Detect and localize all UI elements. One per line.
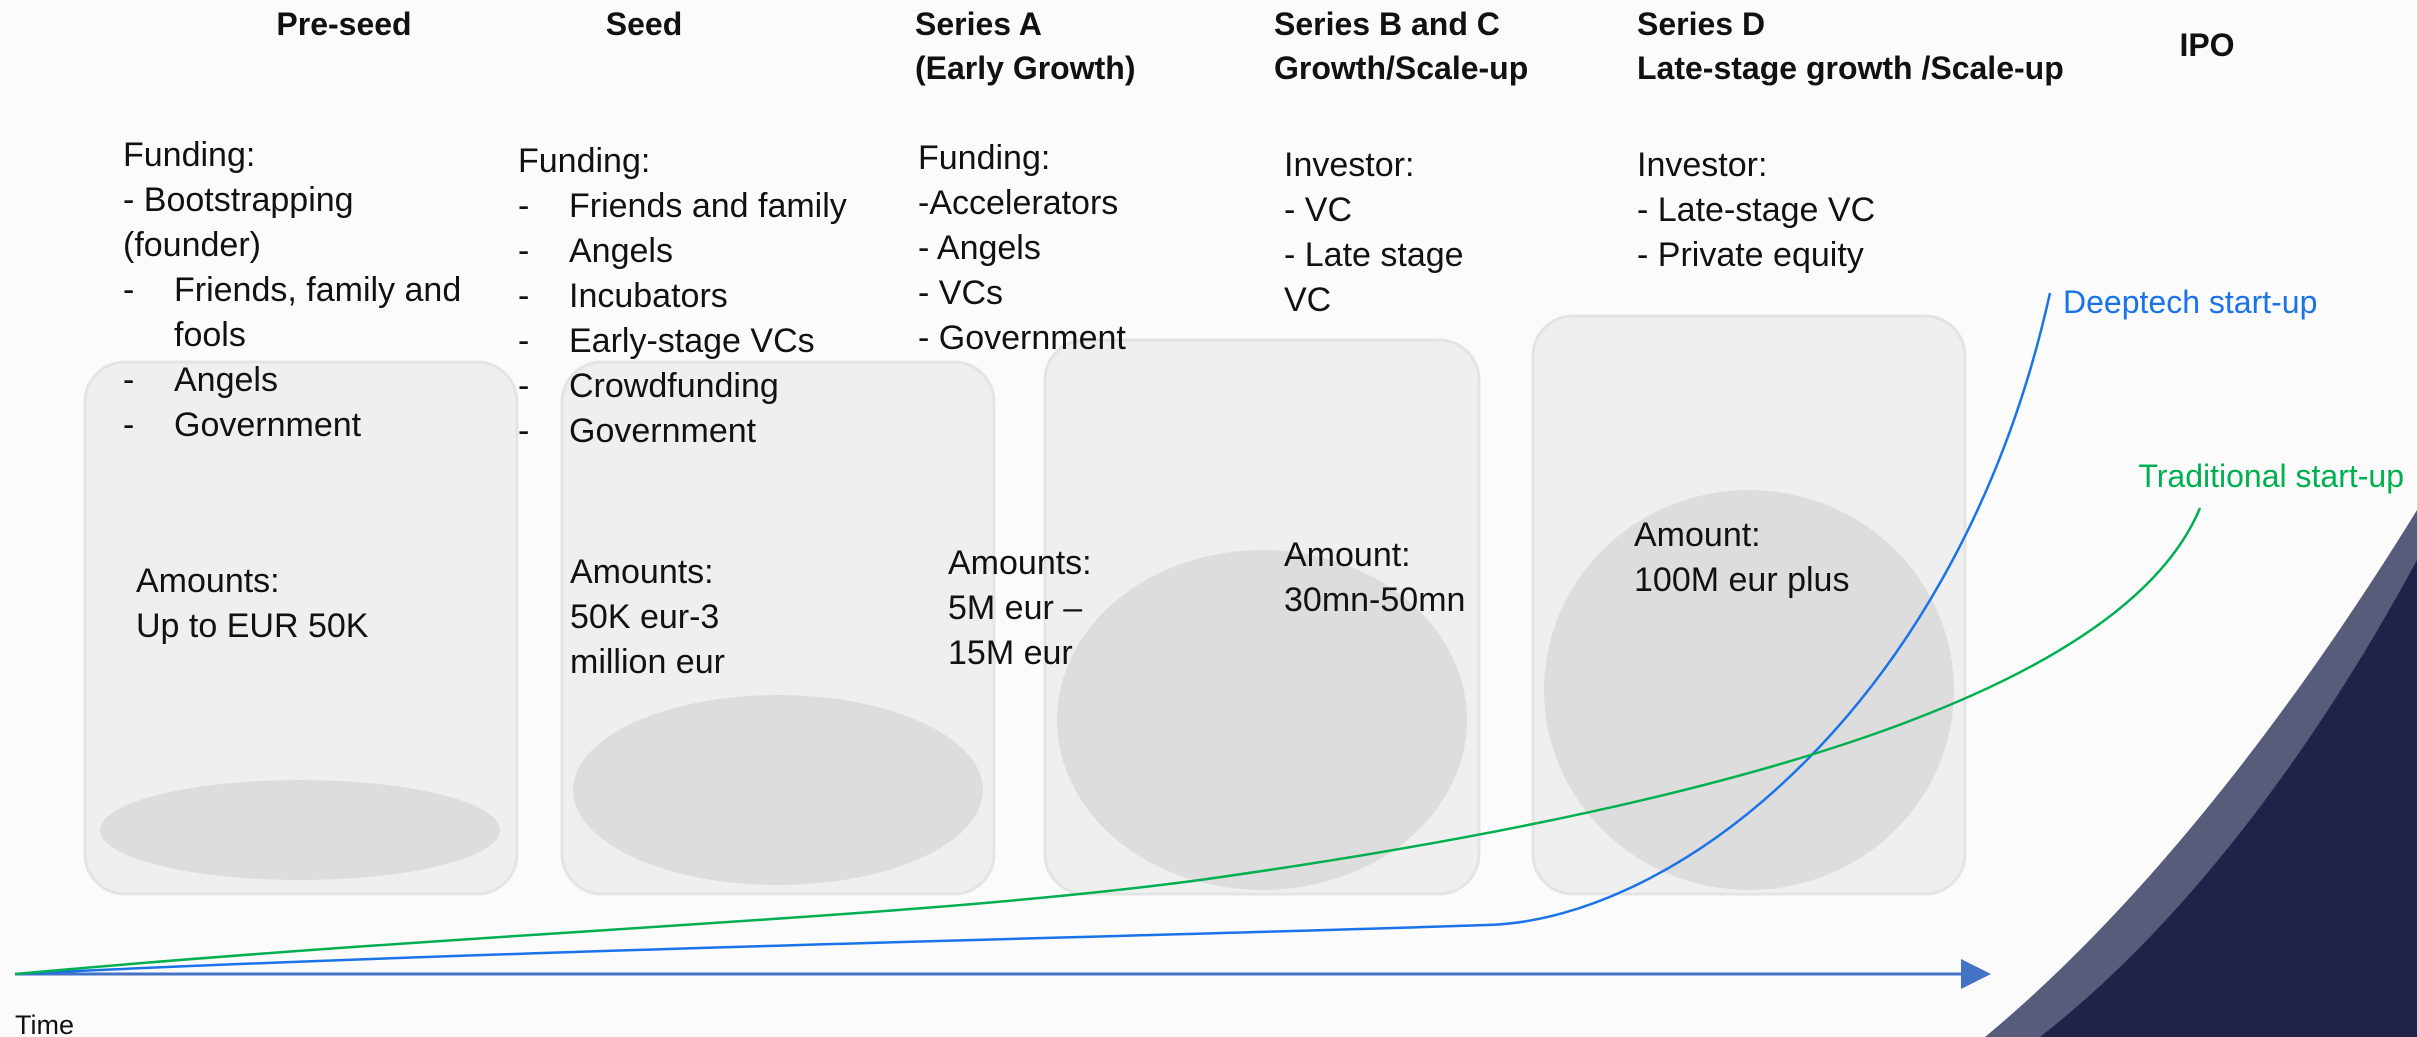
bullet: - [518, 367, 530, 405]
item-text: Angels [174, 361, 278, 399]
funding-item: - Late stage [1284, 236, 1464, 274]
item-text: Friends and family [569, 187, 847, 225]
title-line: Seed [605, 6, 683, 42]
funding-item: - Incubators [518, 274, 878, 319]
bullet: - [518, 232, 530, 270]
funding-item: - Late-stage VC [1637, 191, 1876, 229]
title-line: Pre-seed [276, 6, 412, 42]
funding-block: Funding: - Bootstrapping (founder) - Friends… [123, 133, 473, 448]
deeptech-curve [14, 292, 2052, 976]
bullet: - [123, 361, 135, 399]
amount-line: Amounts: [136, 562, 280, 600]
title-line: Series B and C [1274, 6, 1500, 42]
item-text: Friends, family and fools [174, 271, 462, 354]
amount-block: Amount: 30mn-50mn [1284, 533, 1465, 623]
item-text: Government [174, 406, 362, 444]
traditional-curve [14, 507, 2202, 976]
funding-item: - Friends, family and fools [123, 268, 473, 358]
funding-item: - Government [123, 403, 473, 448]
item-text: Crowdfunding [569, 367, 779, 405]
amount-block: Amounts: 50K eur-3 million eur [570, 550, 725, 685]
amount-line: Amount: [1284, 536, 1411, 574]
amount-line: Up to EUR 50K [136, 607, 369, 645]
funding-item: - Friends and family [518, 184, 878, 229]
amount-block: Amounts: Up to EUR 50K [136, 559, 368, 649]
funding-heading: Funding: [918, 139, 1051, 177]
amount-line: Amounts: [948, 544, 1092, 582]
funding-item: -Accelerators [918, 184, 1119, 222]
amount-line: 5M eur – [948, 589, 1083, 627]
item-text: Angels [569, 232, 673, 270]
funding-heading: Investor: [1637, 146, 1768, 184]
title-line: Series D [1637, 6, 1766, 42]
bullet: - [518, 277, 530, 315]
title-line: Growth/Scale-up [1274, 50, 1529, 86]
curve-label: Deeptech start-up [2063, 284, 2318, 320]
stage-title: IPO [2007, 23, 2407, 67]
funding-heading: Funding: [518, 142, 651, 180]
item-text: Early-stage VCs [569, 322, 815, 360]
amount-line: 15M eur [948, 634, 1073, 672]
stage-title: Series B and C Growth/Scale-up [1274, 2, 1528, 90]
funding-item: - Bootstrapping [123, 181, 354, 219]
funding-heading: Investor: [1284, 146, 1415, 184]
coins [100, 490, 1954, 890]
amount-line: Amounts: [570, 553, 714, 591]
amount-line: Amount: [1634, 516, 1761, 554]
funding-block: Investor: - VC - Late stage VC [1284, 143, 1544, 323]
item-text: Government [569, 412, 757, 450]
funding-item: - Government [518, 409, 878, 454]
amount-line: 50K eur-3 [570, 598, 720, 636]
stage-title: Series A (Early Growth) [915, 2, 1135, 90]
title-line: Series A [915, 6, 1042, 42]
item-text: Incubators [569, 277, 728, 315]
funding-item: - Early-stage VCs [518, 319, 878, 364]
funding-item: - Private equity [1637, 236, 1864, 274]
funding-block: Investor: - Late-stage VC - Private equity [1637, 143, 1957, 278]
amount-line: million eur [570, 643, 725, 681]
bullet: - [518, 322, 530, 360]
funding-item: - VCs [918, 274, 1003, 312]
corner-shape [2040, 560, 2417, 1037]
curve-label: Traditional start-up [2138, 458, 2404, 494]
funding-item: (founder) [123, 226, 261, 264]
funding-item: - VC [1284, 191, 1352, 229]
funding-item: VC [1284, 281, 1332, 319]
stage-title: Pre-seed [144, 2, 544, 46]
title-line: (Early Growth) [915, 50, 1136, 86]
amount-block: Amount: 100M eur plus [1634, 513, 1849, 603]
bullet: - [518, 412, 530, 450]
amount-line: 100M eur plus [1634, 561, 1850, 599]
funding-item: - Angels [518, 229, 878, 274]
stage-title: Series D Late-stage growth /Scale-up [1637, 2, 2064, 90]
stage-title: Seed [444, 2, 844, 46]
funding-item: - Government [918, 319, 1126, 357]
axis-label: Time [15, 1010, 74, 1037]
bullet: - [123, 271, 135, 309]
funding-heading: Funding: [123, 136, 256, 174]
funding-item: - Angels [918, 229, 1041, 267]
funding-item: - Crowdfunding [518, 364, 878, 409]
title-line: Late-stage growth /Scale-up [1637, 50, 2064, 86]
funding-block: Funding: -Accelerators - Angels - VCs - Gove… [918, 136, 1218, 361]
bullet: - [518, 187, 530, 225]
title-line: IPO [2179, 27, 2235, 63]
funding-item: - Angels [123, 358, 473, 403]
bullet: - [123, 406, 135, 444]
funding-block: Funding: - Friends and family - Angels - Incub… [518, 139, 878, 454]
amount-line: 30mn-50mn [1284, 581, 1466, 619]
amount-block: Amounts: 5M eur – 15M eur [948, 541, 1092, 676]
